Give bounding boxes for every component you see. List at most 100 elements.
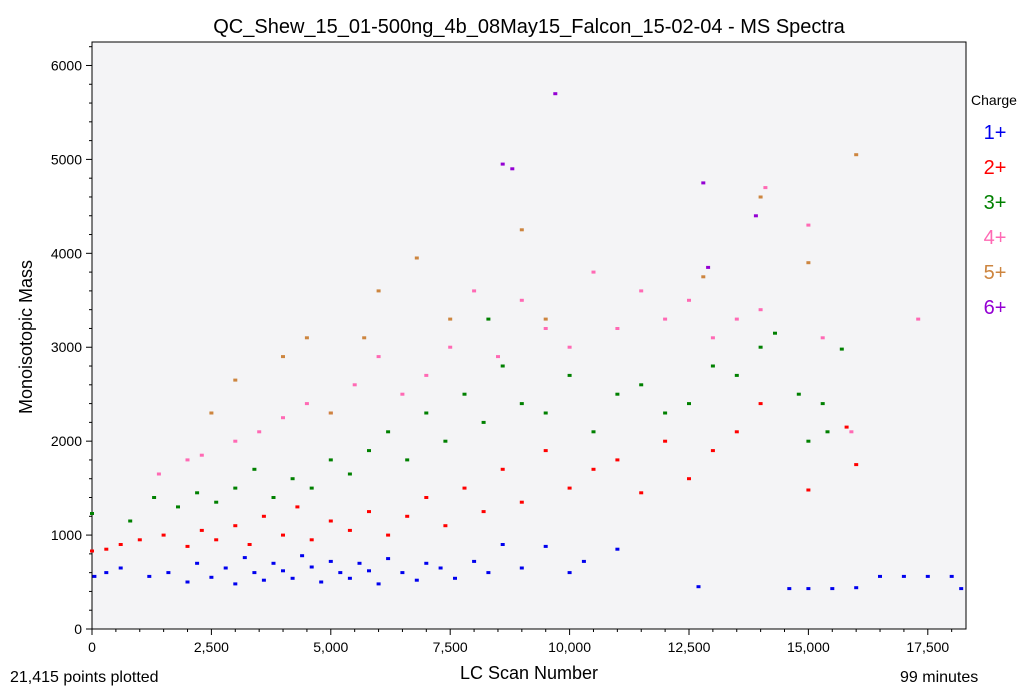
- data-point: [347, 576, 352, 580]
- data-point: [543, 449, 548, 453]
- data-point: [787, 587, 792, 591]
- data-point: [710, 336, 715, 340]
- data-point: [519, 402, 524, 406]
- data-point: [128, 519, 133, 523]
- data-point: [424, 496, 429, 499]
- data-point: [209, 575, 214, 579]
- data-point: [486, 317, 491, 321]
- y-tick-label: 0: [74, 621, 82, 637]
- y-tick-label: 5000: [51, 151, 82, 167]
- data-point: [758, 345, 763, 349]
- data-point: [304, 336, 309, 340]
- data-point: [878, 574, 882, 578]
- y-tick-label: 6000: [51, 57, 82, 73]
- data-point: [209, 411, 214, 415]
- series-6: [500, 92, 758, 269]
- data-point: [309, 565, 314, 569]
- x-tick-label: 12,500: [668, 639, 711, 655]
- data-point: [462, 392, 467, 396]
- data-point: [376, 355, 381, 359]
- data-point: [806, 261, 811, 265]
- data-point: [309, 486, 314, 490]
- data-point: [615, 458, 620, 462]
- data-point: [543, 544, 548, 548]
- data-point: [233, 486, 238, 490]
- data-point: [462, 486, 467, 490]
- data-point: [591, 467, 596, 471]
- data-point: [352, 383, 357, 387]
- data-point: [152, 496, 157, 499]
- data-point: [567, 486, 572, 490]
- data-point: [496, 355, 500, 359]
- series-3: [90, 317, 844, 523]
- data-point: [710, 449, 715, 453]
- x-axis: 0 2,500 5,000 7,500 10,000 12,500 15,000 17,500: [88, 629, 953, 655]
- points-plotted-note: 21,415 points plotted: [10, 669, 159, 686]
- data-point: [233, 524, 238, 528]
- data-point: [758, 308, 763, 312]
- data-point: [195, 561, 200, 565]
- data-point: [615, 547, 620, 551]
- data-point: [281, 416, 285, 420]
- data-point: [734, 430, 739, 434]
- data-point: [701, 275, 706, 279]
- data-point: [161, 533, 166, 537]
- data-point: [309, 538, 314, 542]
- data-point: [543, 411, 548, 415]
- data-point: [763, 186, 768, 190]
- data-point: [328, 411, 333, 415]
- legend-entry: 4+: [984, 227, 1007, 249]
- data-point: [916, 317, 921, 321]
- data-point: [281, 569, 285, 573]
- data-point: [901, 574, 906, 578]
- data-point: [104, 547, 109, 551]
- data-point: [758, 195, 763, 199]
- data-point: [156, 472, 161, 476]
- data-point: [328, 458, 333, 462]
- y-axis: 0 1000 2000 3000 4000 5000 6000: [51, 46, 92, 637]
- data-point: [386, 533, 391, 537]
- data-point: [424, 373, 429, 377]
- data-point: [104, 571, 109, 575]
- data-point: [472, 559, 477, 563]
- data-point: [242, 556, 247, 560]
- data-point: [591, 270, 596, 274]
- data-point: [214, 538, 219, 542]
- data-point: [806, 439, 811, 443]
- data-point: [543, 327, 548, 330]
- data-point: [687, 477, 691, 481]
- x-tick-label: 2,500: [194, 639, 229, 655]
- data-point: [271, 561, 276, 565]
- data-point: [214, 500, 219, 504]
- data-point: [295, 505, 300, 509]
- data-point: [328, 519, 333, 523]
- data-point: [553, 92, 558, 96]
- data-point: [304, 402, 309, 406]
- data-point: [639, 383, 644, 387]
- data-point: [839, 347, 844, 351]
- data-point: [753, 214, 758, 218]
- data-point: [500, 162, 505, 166]
- chart-title: QC_Shew_15_01-500ng_4b_08May15_Falcon_15…: [213, 16, 845, 38]
- x-tick-label: 5,000: [313, 639, 348, 655]
- data-point: [453, 576, 457, 580]
- data-point: [176, 505, 180, 509]
- data-point: [500, 543, 505, 546]
- data-point: [257, 430, 262, 434]
- data-point: [137, 538, 142, 542]
- data-point: [367, 510, 371, 514]
- data-point: [376, 289, 381, 293]
- data-point: [796, 392, 801, 396]
- series-5: [209, 153, 859, 415]
- data-point: [519, 298, 524, 302]
- x-tick-label: 15,000: [787, 639, 830, 655]
- data-point: [405, 514, 410, 518]
- data-point: [166, 571, 171, 575]
- data-point: [328, 559, 333, 563]
- plot-area: [91, 41, 967, 630]
- data-point: [581, 559, 586, 563]
- y-tick-label: 2000: [51, 433, 82, 449]
- series-2: [90, 402, 859, 553]
